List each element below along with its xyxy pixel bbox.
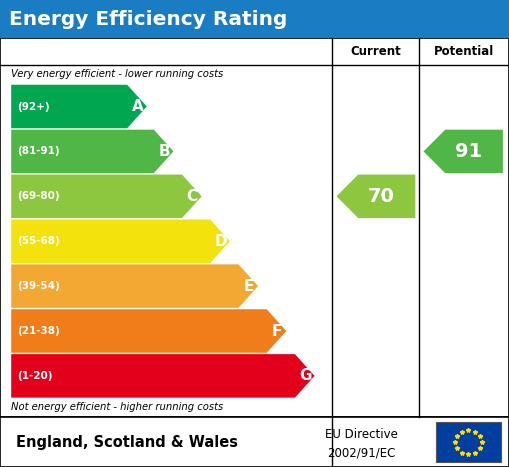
Text: D: D	[214, 234, 227, 249]
Polygon shape	[11, 175, 202, 218]
Polygon shape	[336, 175, 415, 218]
Bar	[436, 422, 501, 462]
Bar	[0, 417, 509, 467]
Text: 91: 91	[455, 142, 482, 161]
Text: (81-91): (81-91)	[17, 147, 60, 156]
Text: EU Directive: EU Directive	[325, 428, 398, 441]
Text: B: B	[158, 144, 170, 159]
Polygon shape	[11, 354, 315, 397]
Text: (39-54): (39-54)	[17, 281, 60, 291]
Polygon shape	[11, 130, 174, 173]
Text: (21-38): (21-38)	[17, 326, 60, 336]
Text: F: F	[272, 324, 282, 339]
Text: (55-68): (55-68)	[17, 236, 60, 246]
Text: (69-80): (69-80)	[17, 191, 60, 201]
Polygon shape	[11, 264, 258, 308]
Polygon shape	[11, 309, 286, 353]
Text: Potential: Potential	[434, 45, 494, 58]
Text: A: A	[131, 99, 143, 114]
Bar	[0, 0, 509, 38]
Text: Energy Efficiency Rating: Energy Efficiency Rating	[9, 10, 288, 28]
Text: Very energy efficient - lower running costs: Very energy efficient - lower running co…	[11, 69, 223, 79]
Polygon shape	[11, 219, 230, 263]
Text: (1-20): (1-20)	[17, 371, 53, 381]
Polygon shape	[423, 130, 503, 173]
Text: (92+): (92+)	[17, 101, 50, 112]
Text: England, Scotland & Wales: England, Scotland & Wales	[16, 434, 238, 450]
Text: E: E	[243, 279, 254, 294]
Polygon shape	[11, 85, 147, 128]
Text: G: G	[299, 368, 312, 383]
Text: Current: Current	[351, 45, 401, 58]
Text: C: C	[187, 189, 198, 204]
Text: 70: 70	[368, 187, 395, 206]
Bar	[0, 38, 509, 417]
Text: 2002/91/EC: 2002/91/EC	[327, 446, 395, 460]
Text: Not energy efficient - higher running costs: Not energy efficient - higher running co…	[11, 402, 223, 412]
